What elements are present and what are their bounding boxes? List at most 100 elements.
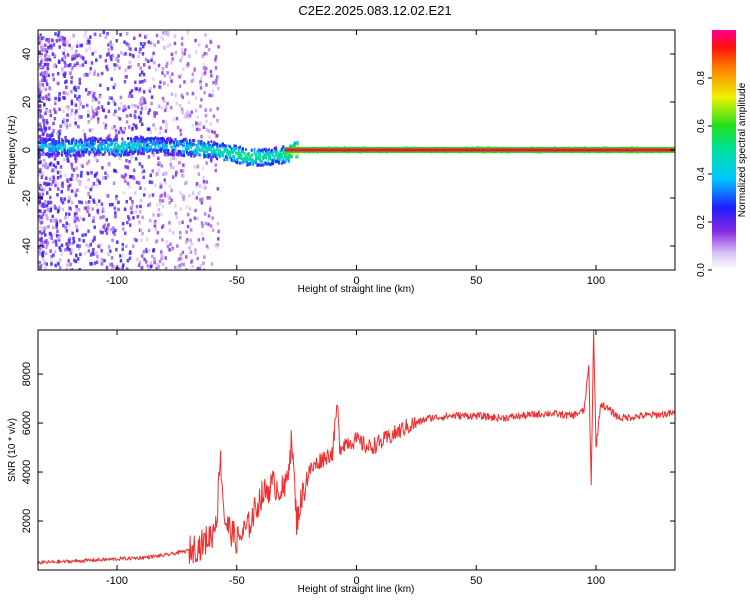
echo-cell [196,148,199,152]
noise-cell [185,180,188,185]
noise-cell [61,207,64,211]
echo-cell [154,143,157,147]
noise-cell [40,53,43,57]
noise-cell [132,123,135,127]
noise-cell [58,170,62,174]
echo-cell [220,145,223,149]
noise-cell [146,264,149,268]
echo-cell [121,142,124,146]
echo-cell [223,150,226,154]
noise-cell [127,105,130,109]
echo-cell [232,151,234,155]
echo-cell [61,150,63,154]
noise-cell [42,118,45,123]
noise-cell [196,115,199,119]
noise-cell [65,212,68,216]
noise-cell [185,110,189,114]
noise-cell [40,36,44,41]
echo-cell [239,161,242,165]
noise-cell [38,250,41,254]
echo-cell [203,145,206,149]
echo-cell [99,150,102,154]
noise-cell [179,253,183,257]
echo-cell [249,162,252,165]
echo-cell [112,138,115,142]
noise-cell [210,129,214,134]
echo-cell [63,143,66,147]
echo-cell [161,143,164,147]
noise-cell [78,81,82,85]
noise-cell [155,33,159,38]
noise-cell [113,83,117,87]
noise-cell [57,31,61,35]
echo-cell [173,153,176,157]
noise-cell [131,127,134,131]
noise-cell [43,158,46,163]
echo-cell [115,138,118,142]
echo-cell [62,145,65,149]
echo-cell [130,140,132,144]
noise-cell [95,58,98,62]
echo-cell [140,142,142,146]
noise-cell [132,176,136,180]
noise-cell [44,126,48,131]
noise-cell [73,56,76,60]
echo-cell [236,161,239,165]
noise-cell [45,262,48,266]
echo-cell [269,163,272,167]
echo-cell [42,139,45,142]
noise-cell [59,174,62,179]
noise-cell [38,98,42,103]
noise-cell [197,172,201,176]
noise-cell [186,30,189,35]
noise-cell [61,38,64,43]
noise-cell [55,132,59,136]
noise-cell [156,140,160,145]
noise-cell [64,91,67,95]
echo-cell [127,151,130,155]
noise-cell [119,174,123,178]
noise-cell [205,180,209,184]
noise-cell [205,66,208,71]
noise-cell [132,216,135,220]
noise-cell [75,156,79,161]
noise-cell [125,158,128,163]
echo-cell [105,139,108,143]
echo-cell [53,139,56,143]
echo-cell [190,152,193,156]
noise-cell [87,192,90,196]
noise-cell [93,96,96,100]
noise-cell [67,259,70,263]
noise-cell [199,76,203,81]
echo-cell [257,148,260,152]
y-tick-label: -20 [21,190,33,206]
echo-cell [180,139,183,143]
echo-cell [38,149,40,153]
echo-cell [121,144,124,148]
echo-cell [186,148,188,152]
noise-cell [183,114,187,118]
echo-cell [158,146,161,150]
noise-cell [107,245,111,249]
echo-cell [50,139,53,143]
noise-cell [103,223,107,228]
echo-cell [198,153,201,157]
echo-cell [66,150,69,153]
noise-cell [39,72,43,77]
noise-cell [170,79,173,83]
echo-cell [279,150,282,153]
echo-cell [38,141,40,144]
noise-cell [58,107,61,112]
echo-cell [147,146,150,149]
noise-cell [178,221,181,225]
noise-cell [153,257,156,261]
noise-cell [50,169,54,173]
noise-cell [39,184,42,188]
noise-cell [57,33,60,38]
echo-cell [209,154,211,158]
echo-cell [240,148,243,152]
echo-cell [108,138,111,142]
noise-cell [102,108,106,113]
noise-cell [76,149,79,154]
echo-cell [75,151,78,155]
